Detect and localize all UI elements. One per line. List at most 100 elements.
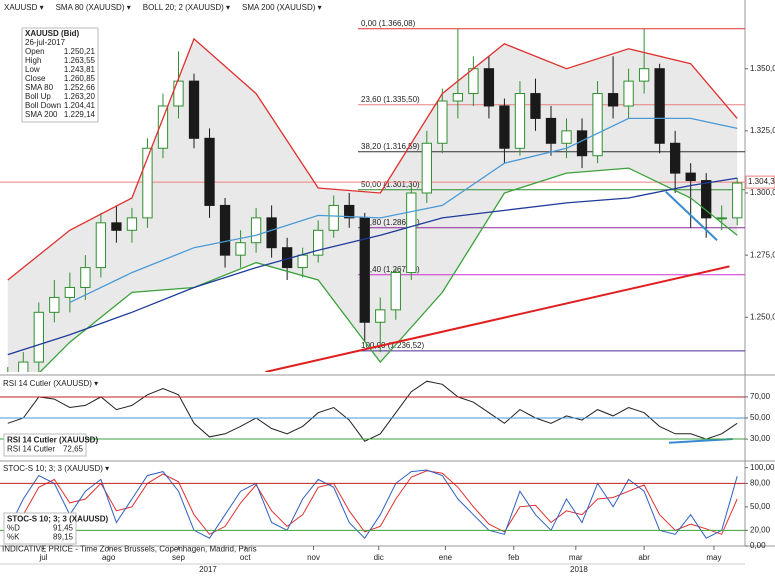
info-value: 72,65	[63, 445, 84, 454]
y-tick-label: 0,00	[750, 541, 766, 550]
candle-body	[157, 105, 169, 149]
panel-title[interactable]: RSI 14 Cutler (XAUUSD) ▾	[3, 379, 98, 388]
candle-body	[250, 217, 262, 244]
fib-label: 61,80 (1.286,01)	[361, 218, 420, 227]
info-label: Boll Down	[25, 101, 61, 110]
x-tick-label: ago	[102, 553, 116, 562]
candle-body	[716, 217, 727, 220]
candle-body	[592, 93, 603, 157]
last-price-box	[745, 175, 775, 189]
x-tick-label: oct	[240, 553, 251, 562]
y-tick-label: 70,00	[750, 392, 771, 401]
candle-body	[142, 147, 153, 219]
candle-body	[49, 296, 60, 313]
candle-body	[685, 172, 696, 182]
candle-body	[530, 93, 541, 119]
info-box	[3, 512, 77, 545]
year-label: 2018	[570, 565, 588, 574]
info-value: 89,15	[53, 533, 74, 542]
trendline	[265, 265, 730, 372]
candle-body	[732, 182, 743, 219]
info-label: Open	[25, 47, 45, 56]
indicator-line	[69, 117, 738, 303]
x-tick-label: ene	[439, 553, 453, 562]
x-tick-label: jul	[38, 553, 47, 562]
candle-body	[670, 142, 681, 174]
candle-body	[514, 93, 526, 149]
info-label: SMA 80	[25, 83, 54, 92]
fib-label: 38,20 (1.316,59)	[361, 142, 420, 151]
candle-body	[406, 192, 417, 274]
y-tick-label: 80,00	[750, 478, 771, 487]
candle-body	[111, 222, 122, 231]
info-box	[3, 433, 87, 457]
panel-title[interactable]: STOC-S 10; 3; 3 (XAUUSD) ▾	[3, 464, 109, 473]
info-value: 1.252,66	[64, 83, 96, 92]
trendline	[668, 438, 733, 444]
y-tick-label: 1.350,00	[750, 64, 775, 73]
candle-body	[375, 309, 386, 323]
last-price-label: 1.304,38	[748, 177, 775, 186]
info-value: 1.229,14	[64, 110, 96, 119]
info-label: STOC-S 10; 3; 3 (XAUUSD)	[7, 515, 109, 524]
info-label: RSI 14 Cutler	[7, 445, 55, 454]
indicator-header[interactable]: XAUUSD ▾	[4, 3, 44, 12]
candle-body	[654, 68, 665, 144]
candle-body	[173, 80, 184, 107]
fib-label: 0,00 (1.366,08)	[361, 19, 416, 28]
indicator-line	[7, 37, 738, 281]
y-tick-label: 1.250,00	[750, 312, 775, 321]
candle-body	[421, 142, 432, 194]
x-tick-label: nov	[307, 553, 320, 562]
candle-body	[126, 217, 138, 231]
info-label: Boll Up	[25, 92, 51, 101]
candle-body	[313, 229, 324, 256]
info-box	[21, 27, 99, 123]
candle-body	[188, 80, 200, 139]
x-tick-label: abr	[638, 553, 650, 562]
indicator-line	[39, 167, 738, 372]
info-label: Close	[25, 74, 46, 83]
y-tick-label: 50,00	[750, 413, 771, 422]
candle-body	[545, 117, 557, 144]
candle-body	[390, 272, 401, 311]
info-label: RSI 14 Cutler (XAUUSD)	[7, 436, 98, 445]
indicator-line	[7, 177, 738, 356]
info-value: 1.204,41	[64, 101, 96, 110]
indicator-header[interactable]: SMA 200 (XAUUSD) ▾	[242, 3, 322, 12]
candle-body	[204, 137, 215, 206]
candle-body	[95, 222, 107, 269]
candle-body	[468, 68, 479, 95]
indicator-header[interactable]: SMA 80 (XAUUSD) ▾	[56, 3, 131, 12]
candle-body	[80, 267, 91, 288]
info-label: %K	[7, 533, 20, 542]
candle-body	[638, 68, 650, 82]
candle-body	[235, 242, 246, 256]
x-tick-label: may	[706, 553, 721, 562]
candle-body	[328, 204, 339, 231]
info-label: SMA 200	[25, 110, 58, 119]
footer: INDICATIVE PRICE - Time Zones Brussels, …	[2, 545, 257, 554]
candle-body	[18, 361, 29, 372]
info-label: XAUUSD (Bid)	[25, 29, 80, 38]
indicator-panel	[7, 380, 738, 444]
candle-body	[219, 204, 231, 256]
info-value: 1.263,55	[64, 56, 96, 65]
x-tick-label: mar	[569, 553, 583, 562]
info-label: %D	[7, 524, 20, 533]
x-tick-label: dic	[374, 553, 384, 562]
candle-body	[499, 105, 510, 149]
info-value: 1.250,21	[64, 47, 96, 56]
info-value: 1.260,85	[64, 74, 96, 83]
info-value: 1.243,81	[64, 65, 96, 74]
info-label: Low	[25, 65, 40, 74]
y-tick-label: 100,00	[750, 463, 775, 472]
candle-body	[437, 100, 448, 144]
indicator-header[interactable]: BOLL 20; 2 (XAUUSD) ▾	[143, 3, 230, 12]
candle-body	[561, 130, 572, 144]
fib-label: 50,00 (1.301,30)	[361, 180, 420, 189]
info-value: 91,45	[53, 524, 74, 533]
info-value: 1.263,20	[64, 92, 96, 101]
info-label: 26-jul-2017	[25, 38, 66, 47]
y-tick-label: 1.325,00	[750, 126, 775, 135]
